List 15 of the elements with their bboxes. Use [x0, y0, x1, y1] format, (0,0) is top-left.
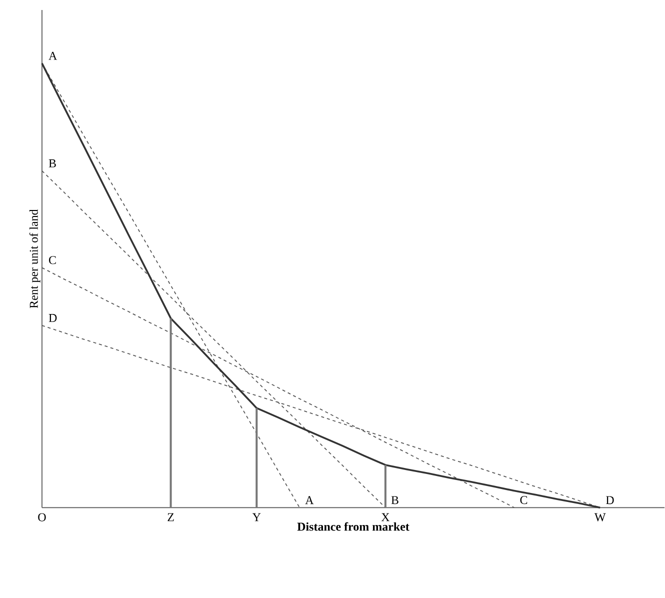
text: B	[48, 160, 56, 168]
series-label: C	[48, 256, 56, 264]
x-tick-label: Y	[252, 513, 261, 522]
x-tick-label: O	[38, 513, 46, 522]
series-label: B	[391, 496, 398, 504]
x-tick-label: W	[594, 513, 606, 522]
text: A	[48, 52, 58, 60]
series-label: A	[305, 496, 314, 504]
x-axis-title: Distance from market	[297, 522, 410, 531]
series-label: D	[48, 314, 57, 322]
y-axis-title: Rent per unit of land	[29, 210, 40, 308]
x-tick-label: Z	[168, 513, 174, 522]
x-tick-label: X	[381, 513, 390, 522]
text: D	[606, 496, 614, 504]
text: C	[520, 496, 528, 504]
